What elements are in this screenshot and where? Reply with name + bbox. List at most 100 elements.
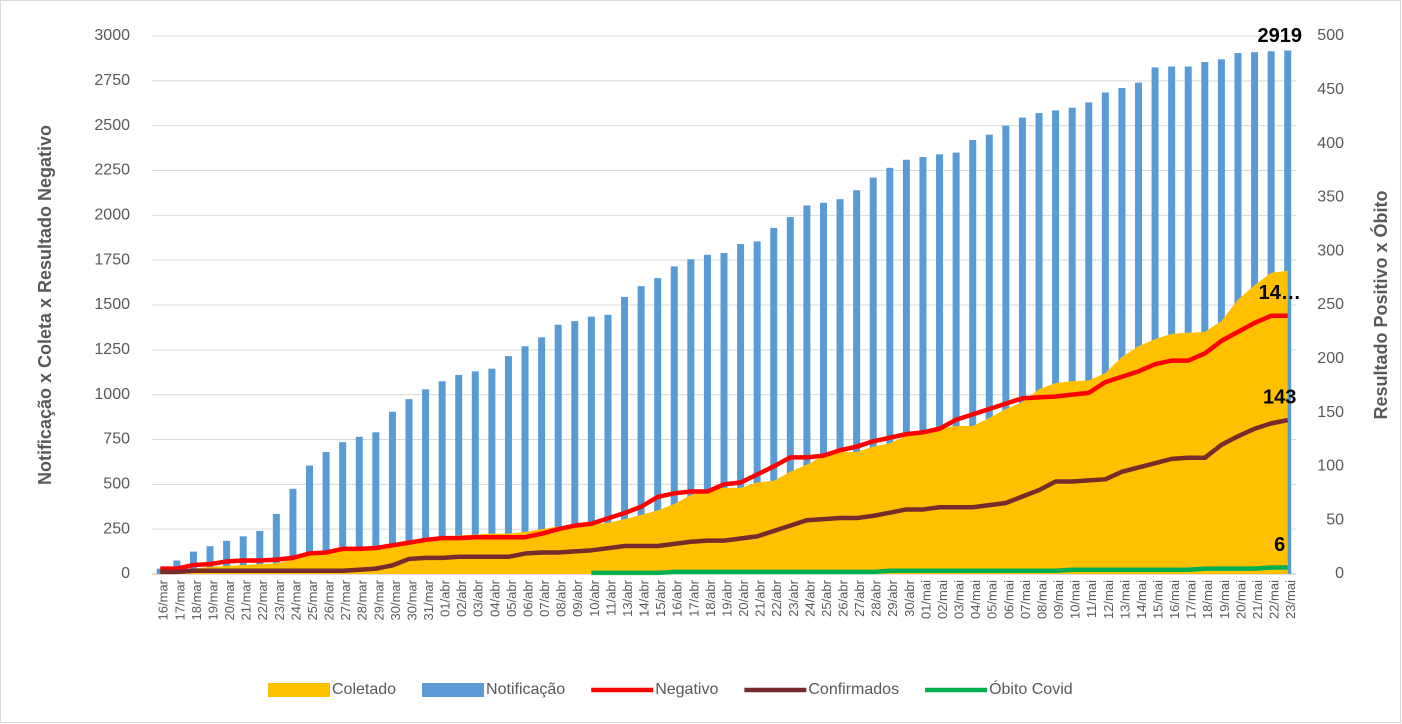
x-tick-label: 03/mai [952, 580, 967, 619]
bar [554, 324, 562, 574]
bar [372, 432, 380, 574]
line [160, 313, 1288, 571]
x-tick-label: 05/mai [985, 580, 1000, 619]
x-tick-label: 09/mai [1051, 580, 1066, 619]
bar [587, 316, 595, 574]
bar [770, 227, 778, 575]
bar [819, 202, 827, 574]
bar [1002, 125, 1010, 575]
x-tick-label: 26/mar [322, 579, 337, 620]
y2-tick-label: 450 [1317, 81, 1344, 98]
data-label: 6 [1274, 534, 1285, 556]
bar [654, 278, 662, 574]
bar [737, 244, 745, 574]
bar [438, 381, 446, 574]
bar [1018, 117, 1026, 574]
x-tick-label: 12/mai [1101, 580, 1116, 619]
legend-swatch [422, 683, 485, 697]
x-tick-label: 06/mai [1001, 580, 1016, 619]
y-tick-label: 250 [103, 520, 130, 537]
x-tick-label: 21/mai [1250, 580, 1265, 619]
y-tick-label: 1250 [94, 341, 130, 358]
x-tick-label: 11/mai [1084, 580, 1099, 618]
bar [919, 157, 927, 575]
x-tick-label: 01/abr [438, 579, 453, 617]
y-tick-label: 2750 [94, 72, 130, 89]
bar [720, 252, 728, 574]
bar [869, 177, 877, 574]
x-tick-label: 11/abr [603, 579, 618, 616]
x-tick-label: 20/mar [222, 579, 237, 620]
x-tick-label: 17/mai [1184, 580, 1199, 619]
x-tick-label: 09/abr [570, 579, 585, 617]
x-tick-label: 08/abr [554, 579, 569, 617]
y-tick-label: 2250 [94, 162, 130, 179]
bar [223, 540, 231, 574]
x-tick-label: 17/abr [686, 579, 701, 617]
line [591, 565, 1288, 576]
line [160, 417, 1289, 575]
bar [1068, 107, 1076, 574]
x-tick-label: 21/abr [753, 579, 768, 617]
x-tick-label: 31/mar [421, 579, 436, 620]
x-tick-label: 15/mai [1151, 580, 1166, 619]
bar [339, 442, 347, 574]
x-tick-label: 03/abr [471, 579, 486, 617]
x-tick-label: 13/abr [620, 579, 635, 617]
bar [504, 356, 512, 574]
bar [1101, 92, 1109, 575]
bar [753, 241, 761, 574]
x-tick-label: 17/mar [172, 579, 187, 620]
x-tick-label: 01/mai [918, 580, 933, 619]
x-tick-label: 02/mai [935, 580, 950, 619]
x-tick-label: 27/mar [338, 579, 353, 620]
bar [306, 465, 314, 574]
legend-label: Negativo [655, 681, 718, 698]
x-tick-label: 10/mai [1068, 580, 1083, 619]
x-tick-label: 18/mar [189, 579, 204, 620]
bar [571, 321, 579, 574]
x-tick-label: 10/abr [587, 579, 602, 617]
x-tick-label: 22/mai [1267, 580, 1282, 619]
bar [488, 368, 496, 574]
bar [239, 536, 247, 574]
x-tick-label: 28/abr [869, 579, 884, 617]
bar [521, 346, 529, 574]
x-tick-label: 30/mar [404, 579, 419, 620]
x-tick-label: 25/abr [819, 579, 834, 617]
y2-tick-label: 500 [1317, 27, 1344, 44]
x-tick-label: 30/abr [902, 579, 917, 617]
legend-label: Óbito Covid [989, 679, 1073, 698]
y-tick-label: 1000 [94, 386, 130, 403]
bar [637, 286, 645, 574]
bar [985, 134, 993, 574]
x-tick-label: 16/abr [670, 579, 685, 617]
y-axis-title: Notificação x Coleta x Resultado Negativ… [35, 125, 55, 485]
bar [936, 154, 944, 575]
x-tick-label: 25/mar [305, 579, 320, 620]
bar [786, 217, 794, 575]
bar [1168, 66, 1176, 574]
x-tick-label: 21/mar [239, 579, 254, 620]
bar [322, 452, 330, 574]
x-tick-label: 19/abr [719, 579, 734, 617]
bar [1151, 67, 1159, 574]
bar [422, 389, 430, 574]
bar [471, 371, 479, 574]
area [160, 270, 1288, 574]
bar [289, 488, 297, 574]
bar [388, 411, 396, 574]
y-tick-label: 2500 [94, 117, 130, 134]
y-tick-label: 2000 [94, 207, 130, 224]
bar [1184, 66, 1192, 574]
bar [272, 513, 280, 574]
x-tick-label: 02/abr [454, 579, 469, 617]
bar [969, 140, 977, 574]
bar [836, 199, 844, 574]
x-tick-label: 04/mai [968, 580, 983, 619]
y-tick-label: 1750 [94, 251, 130, 268]
x-tick-label: 20/mai [1233, 580, 1248, 619]
x-tick-label: 14/mai [1134, 580, 1149, 619]
x-tick-label: 28/mar [355, 579, 370, 620]
